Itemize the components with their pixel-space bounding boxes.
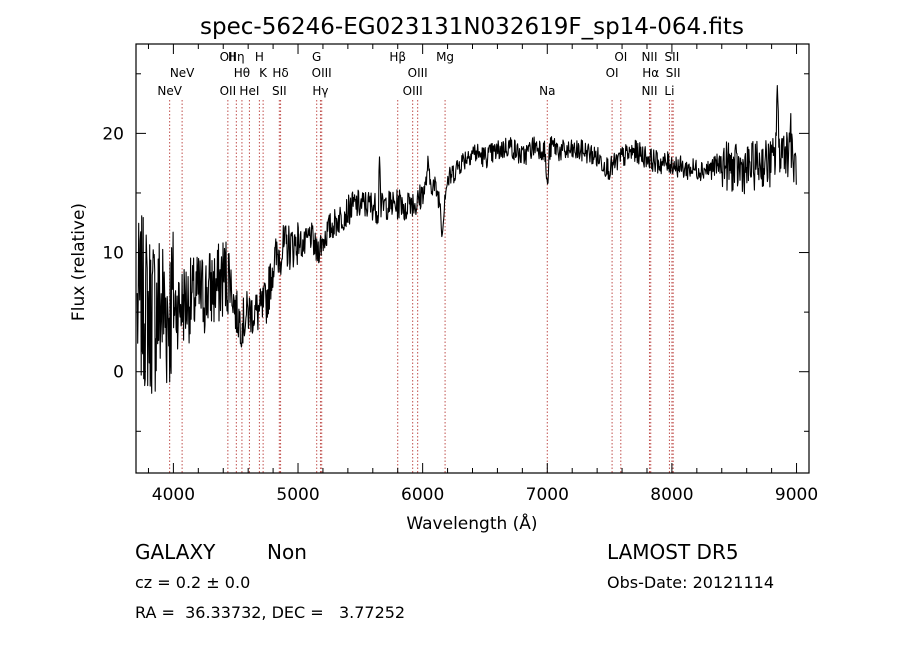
spectral-line-label: Mg [436,50,454,64]
spectral-line-label: OI [614,50,627,64]
axes: 4000 5000 6000 7000 8000 9000 0 10 20 [102,43,818,505]
spectral-line-label: Hδ [272,66,288,80]
plot-frame [135,43,810,474]
spectrum-trace [136,85,797,394]
x-tick-label: 7000 [526,485,569,505]
spectral-line-label: SII [665,50,680,64]
x-tick-label: 6000 [401,485,444,505]
spectral-line-label: NeV [170,66,195,80]
spectral-line-label: OIII [312,66,332,80]
spectral-line-label: OIII [403,84,423,98]
spectral-line-label: NII [641,84,657,98]
spectral-line-label: Hα [642,66,659,80]
survey-name: LAMOST DR5 [607,540,739,564]
object-subclass: Non [267,540,307,564]
chart-title: spec-56246-EG023131N032619F_sp14-064.fit… [200,14,744,40]
spectral-line-label: G [312,50,321,64]
object-class: GALAXY [135,540,216,564]
y-tick-label: 10 [102,244,124,264]
spectral-line-label: HeI [239,84,259,98]
spectral-line-label: NeV [157,84,182,98]
x-tick-label: 9000 [775,485,818,505]
y-tick-label: 20 [102,124,124,144]
spectral-line-label: SII [666,66,681,80]
spectral-line-label: Hη [228,50,245,64]
spectral-line-label: SII [272,84,287,98]
y-axis-label: Flux (relative) [69,203,89,321]
plot-area [136,85,797,394]
spectral-line-label: Hθ [234,66,250,80]
spectral-line-label: OI [606,66,619,80]
spectral-line-label: OII [220,50,237,64]
y-tick-label: 0 [113,363,124,383]
spectral-line-label: H [255,50,264,64]
coordinates: RA = 36.33732, DEC = 3.77252 [135,603,406,622]
x-axis-label: Wavelength (Å) [406,512,537,534]
spectral-line-label: Li [664,84,674,98]
x-tick-label: 8000 [650,485,693,505]
observation-date: Obs-Date: 20121114 [607,573,775,592]
spectral-line-label: NII [641,50,657,64]
spectral-line-label: Hβ [389,50,406,64]
spectral-line-label: Na [539,84,555,98]
redshift-cz: cz = 0.2 ± 0.0 [135,573,251,592]
spectral-line-label: OIII [408,66,428,80]
spectral-line-label: K [259,66,268,80]
x-tick-label: 5000 [276,485,319,505]
spectral-line-label: OII [220,84,237,98]
x-tick-label: 4000 [152,485,195,505]
spectral-line-label: Hγ [312,84,328,98]
